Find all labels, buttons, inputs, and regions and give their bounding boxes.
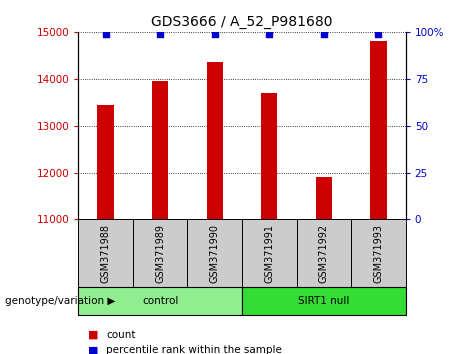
Text: GSM371992: GSM371992 xyxy=(319,223,329,283)
Text: GSM371990: GSM371990 xyxy=(210,224,220,282)
Point xyxy=(266,31,273,36)
Text: ■: ■ xyxy=(88,330,98,339)
Bar xyxy=(152,81,168,219)
Text: percentile rank within the sample: percentile rank within the sample xyxy=(106,346,282,354)
Point xyxy=(157,31,164,36)
Point xyxy=(320,31,327,36)
Title: GDS3666 / A_52_P981680: GDS3666 / A_52_P981680 xyxy=(151,16,333,29)
Text: SIRT1 null: SIRT1 null xyxy=(298,296,349,306)
Text: ■: ■ xyxy=(88,346,98,354)
Text: GSM371988: GSM371988 xyxy=(100,224,111,282)
Text: count: count xyxy=(106,330,136,339)
Bar xyxy=(207,62,223,219)
Point xyxy=(375,31,382,36)
Bar xyxy=(370,41,387,219)
Text: GSM371989: GSM371989 xyxy=(155,224,165,282)
Text: GSM371991: GSM371991 xyxy=(264,224,274,282)
Text: control: control xyxy=(142,296,178,306)
Text: GSM371993: GSM371993 xyxy=(373,224,384,282)
Bar xyxy=(316,177,332,219)
Bar xyxy=(97,104,114,219)
Point xyxy=(211,31,219,36)
Bar xyxy=(261,93,278,219)
Text: genotype/variation ▶: genotype/variation ▶ xyxy=(5,296,115,306)
Point xyxy=(102,31,109,36)
